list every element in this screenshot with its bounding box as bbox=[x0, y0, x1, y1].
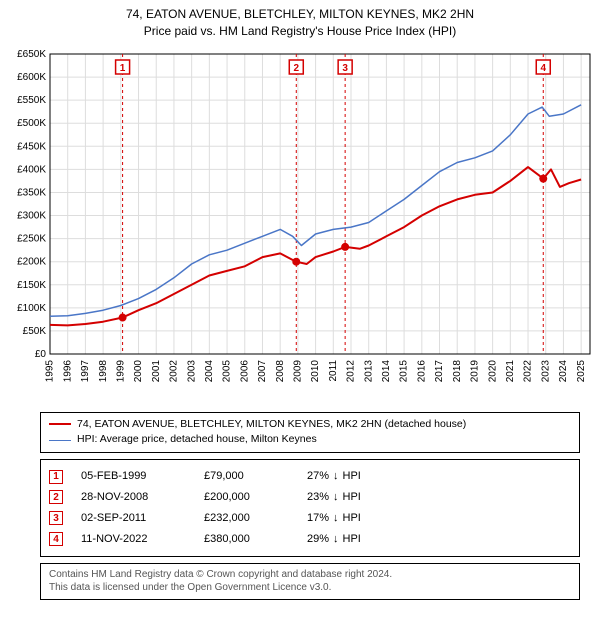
svg-text:1: 1 bbox=[120, 63, 126, 74]
svg-text:2016: 2016 bbox=[416, 359, 427, 382]
svg-text:2014: 2014 bbox=[381, 359, 392, 382]
arrow-down-icon: ↓ bbox=[333, 487, 339, 508]
chart: £0 £50K £100K £150K £200K £250K £300K £350K £400… bbox=[0, 44, 600, 404]
legend-row: HPI: Average price, detached house, Milt… bbox=[49, 432, 571, 448]
sale-diff: 29%↓HPI bbox=[307, 529, 361, 550]
sale-price: £232,000 bbox=[204, 508, 289, 529]
svg-text:£100K: £100K bbox=[17, 302, 46, 313]
sale-marker: 4 bbox=[49, 532, 63, 546]
svg-text:2004: 2004 bbox=[204, 359, 215, 382]
svg-text:£350K: £350K bbox=[17, 187, 46, 198]
title-block: 74, EATON AVENUE, BLETCHLEY, MILTON KEYN… bbox=[0, 0, 600, 44]
sale-diff: 17%↓HPI bbox=[307, 508, 361, 529]
svg-text:2005: 2005 bbox=[222, 359, 233, 382]
sale-marker: 3 bbox=[49, 511, 63, 525]
credits-line2: This data is licensed under the Open Gov… bbox=[49, 581, 571, 595]
legend-label: 74, EATON AVENUE, BLETCHLEY, MILTON KEYN… bbox=[77, 417, 466, 433]
svg-text:3: 3 bbox=[342, 63, 348, 74]
sale-price: £200,000 bbox=[204, 487, 289, 508]
svg-text:2006: 2006 bbox=[239, 359, 250, 382]
svg-text:1996: 1996 bbox=[62, 359, 73, 382]
sale-marker: 1 bbox=[49, 470, 63, 484]
svg-text:2024: 2024 bbox=[558, 359, 569, 382]
svg-text:£650K: £650K bbox=[17, 49, 46, 60]
svg-text:2002: 2002 bbox=[169, 359, 180, 382]
svg-text:2001: 2001 bbox=[151, 359, 162, 382]
credits-line1: Contains HM Land Registry data © Crown c… bbox=[49, 568, 571, 582]
svg-text:1998: 1998 bbox=[98, 359, 109, 382]
arrow-down-icon: ↓ bbox=[333, 508, 339, 529]
sale-date: 11-NOV-2022 bbox=[81, 529, 186, 550]
svg-text:£0: £0 bbox=[35, 349, 47, 360]
svg-text:1997: 1997 bbox=[80, 359, 91, 382]
sale-diff-pct: 17% bbox=[307, 508, 329, 529]
svg-text:2008: 2008 bbox=[275, 359, 286, 382]
sale-date: 02-SEP-2011 bbox=[81, 508, 186, 529]
sale-diff-hpi: HPI bbox=[343, 508, 361, 529]
sale-price: £380,000 bbox=[204, 529, 289, 550]
legend: 74, EATON AVENUE, BLETCHLEY, MILTON KEYN… bbox=[40, 412, 580, 454]
svg-text:2022: 2022 bbox=[523, 359, 534, 382]
svg-text:£250K: £250K bbox=[17, 233, 46, 244]
svg-text:2000: 2000 bbox=[133, 359, 144, 382]
svg-text:2003: 2003 bbox=[186, 359, 197, 382]
sale-diff: 27%↓HPI bbox=[307, 466, 361, 487]
svg-text:2011: 2011 bbox=[328, 359, 339, 381]
svg-text:2: 2 bbox=[293, 63, 299, 74]
sale-row: 1 05-FEB-1999 £79,000 27%↓HPI bbox=[49, 466, 571, 487]
svg-text:2018: 2018 bbox=[452, 359, 463, 382]
sale-date: 28-NOV-2008 bbox=[81, 487, 186, 508]
sale-diff-hpi: HPI bbox=[343, 529, 361, 550]
svg-text:£300K: £300K bbox=[17, 210, 46, 221]
legend-swatch bbox=[49, 423, 71, 425]
legend-swatch bbox=[49, 440, 71, 441]
svg-text:4: 4 bbox=[540, 63, 546, 74]
svg-text:1999: 1999 bbox=[115, 359, 126, 382]
svg-text:2019: 2019 bbox=[470, 359, 481, 382]
svg-text:2015: 2015 bbox=[399, 359, 410, 382]
svg-text:2007: 2007 bbox=[257, 359, 268, 382]
title-address: 74, EATON AVENUE, BLETCHLEY, MILTON KEYN… bbox=[10, 6, 590, 23]
svg-text:2012: 2012 bbox=[346, 359, 357, 382]
chart-svg: £0 £50K £100K £150K £200K £250K £300K £350K £400… bbox=[0, 44, 600, 404]
svg-text:£450K: £450K bbox=[17, 141, 46, 152]
svg-text:2009: 2009 bbox=[293, 359, 304, 382]
sale-diff-hpi: HPI bbox=[343, 466, 361, 487]
svg-text:2013: 2013 bbox=[363, 359, 374, 382]
sale-row: 3 02-SEP-2011 £232,000 17%↓HPI bbox=[49, 508, 571, 529]
title-subtitle: Price paid vs. HM Land Registry's House … bbox=[10, 23, 590, 40]
sales-table: 105-FEB-1999£79,00027%↓HPI228-NOV-2008£2… bbox=[40, 459, 580, 557]
sale-diff-pct: 29% bbox=[307, 529, 329, 550]
sale-row: 4 11-NOV-2022 £380,000 29%↓HPI bbox=[49, 529, 571, 550]
svg-text:£550K: £550K bbox=[17, 95, 46, 106]
svg-text:£500K: £500K bbox=[17, 118, 46, 129]
sale-date: 05-FEB-1999 bbox=[81, 466, 186, 487]
sale-marker: 2 bbox=[49, 490, 63, 504]
svg-text:2020: 2020 bbox=[487, 359, 498, 382]
svg-text:2017: 2017 bbox=[434, 359, 445, 382]
sale-price: £79,000 bbox=[204, 466, 289, 487]
svg-text:£400K: £400K bbox=[17, 164, 46, 175]
svg-text:2025: 2025 bbox=[576, 359, 587, 382]
arrow-down-icon: ↓ bbox=[333, 529, 339, 550]
arrow-down-icon: ↓ bbox=[333, 466, 339, 487]
legend-row: 74, EATON AVENUE, BLETCHLEY, MILTON KEYN… bbox=[49, 417, 571, 433]
svg-text:1995: 1995 bbox=[45, 359, 56, 382]
sale-diff: 23%↓HPI bbox=[307, 487, 361, 508]
svg-text:2021: 2021 bbox=[505, 359, 516, 382]
svg-text:2023: 2023 bbox=[540, 359, 551, 382]
legend-label: HPI: Average price, detached house, Milt… bbox=[77, 432, 317, 448]
sale-diff-pct: 23% bbox=[307, 487, 329, 508]
svg-text:2010: 2010 bbox=[310, 359, 321, 382]
sale-diff-pct: 27% bbox=[307, 466, 329, 487]
sale-diff-hpi: HPI bbox=[343, 487, 361, 508]
svg-text:£600K: £600K bbox=[17, 72, 46, 83]
svg-text:£150K: £150K bbox=[17, 279, 46, 290]
sale-row: 2 28-NOV-2008 £200,000 23%↓HPI bbox=[49, 487, 571, 508]
root: 74, EATON AVENUE, BLETCHLEY, MILTON KEYN… bbox=[0, 0, 600, 600]
svg-text:£50K: £50K bbox=[23, 326, 47, 337]
credits: Contains HM Land Registry data © Crown c… bbox=[40, 563, 580, 600]
svg-text:£200K: £200K bbox=[17, 256, 46, 267]
